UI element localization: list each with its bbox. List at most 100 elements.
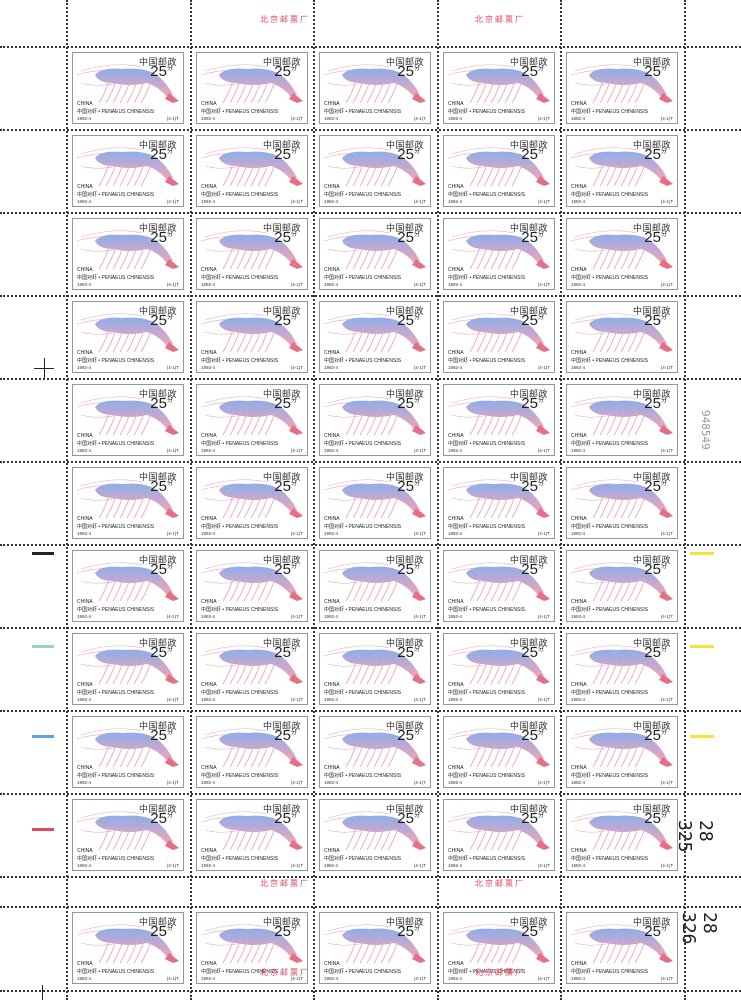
- set-serial: (4-1)T: [166, 365, 179, 370]
- set-serial: (4-1)T: [660, 199, 673, 204]
- species-label: 中国对虾 • PENAEUS CHINENSIS: [324, 275, 402, 281]
- shrimp-illustration: [570, 811, 673, 851]
- shrimp-illustration: [76, 562, 179, 602]
- issue-number: 1992-4: [448, 199, 463, 204]
- face-value: 25分: [521, 395, 544, 412]
- issue-number: 1992-4: [571, 863, 586, 868]
- face-value: 25分: [150, 727, 173, 744]
- species-label: 中国对虾 • PENAEUS CHINENSIS: [324, 441, 402, 447]
- color-bar-left: [32, 735, 54, 738]
- perforation-vertical: [684, 0, 686, 1000]
- face-value: 25分: [150, 810, 173, 827]
- face-value: 25分: [644, 63, 667, 80]
- stamp: 中国邮政 25分 CHINA 中国对虾 • PENAEUS CHINENSIS …: [72, 52, 184, 124]
- shrimp-illustration: [323, 313, 426, 353]
- stamp: 中国邮政 25分 CHINA 中国对虾 • PENAEUS CHINENSIS …: [443, 633, 555, 705]
- species-label: 中国对虾 • PENAEUS CHINENSIS: [324, 690, 402, 696]
- issue-number: 1992-4: [201, 614, 216, 619]
- country-label: CHINA: [77, 184, 93, 190]
- issue-number: 1992-4: [571, 199, 586, 204]
- postal-name: 中国邮政: [509, 556, 548, 566]
- shrimp-illustration: [323, 479, 426, 519]
- postal-name: 中国邮政: [632, 58, 671, 68]
- postal-name: 中国邮政: [509, 224, 548, 234]
- face-value: 25分: [644, 312, 667, 329]
- set-serial: (4-1)T: [290, 448, 303, 453]
- stamp: 中国邮政 25分 CHINA 中国对虾 • PENAEUS CHINENSIS …: [443, 301, 555, 373]
- issue-number: 1992-4: [77, 448, 92, 453]
- stamp: 中国邮政 25分 CHINA 中国对虾 • PENAEUS CHINENSIS …: [566, 912, 678, 984]
- perforation-vertical: [190, 0, 192, 1000]
- stamp: 中国邮政 25分 CHINA 中国对虾 • PENAEUS CHINENSIS …: [443, 384, 555, 456]
- stamp: 中国邮政 25分 CHINA 中国对虾 • PENAEUS CHINENSIS …: [443, 218, 555, 290]
- country-label: CHINA: [324, 848, 340, 854]
- species-label: 中国对虾 • PENAEUS CHINENSIS: [324, 856, 402, 862]
- country-label: CHINA: [201, 184, 217, 190]
- postal-name: 中国邮政: [262, 224, 301, 234]
- species-label: 中国对虾 • PENAEUS CHINENSIS: [77, 109, 155, 115]
- printer-imprint-mid: 北京邮票厂: [260, 879, 310, 888]
- shrimp-illustration: [447, 479, 550, 519]
- species-label: 中国对虾 • PENAEUS CHINENSIS: [571, 607, 649, 613]
- stamp: 中国邮政 25分 CHINA 中国对虾 • PENAEUS CHINENSIS …: [566, 467, 678, 539]
- perforation-vertical: [313, 0, 315, 1000]
- set-serial: (4-1)T: [413, 199, 426, 204]
- face-value: 25分: [397, 395, 420, 412]
- face-value: 25分: [397, 727, 420, 744]
- postal-name: 中国邮政: [385, 918, 424, 928]
- face-value: 25分: [274, 727, 297, 744]
- species-label: 中国对虾 • PENAEUS CHINENSIS: [201, 856, 279, 862]
- country-label: CHINA: [324, 433, 340, 439]
- corner-mark: [42, 985, 43, 1000]
- species-label: 中国对虾 • PENAEUS CHINENSIS: [448, 109, 526, 115]
- perforation-horizontal: [0, 627, 741, 629]
- shrimp-illustration: [76, 728, 179, 768]
- country-label: CHINA: [571, 184, 587, 190]
- issue-number: 1992-4: [448, 531, 463, 536]
- species-label: 中国对虾 • PENAEUS CHINENSIS: [448, 441, 526, 447]
- postal-name: 中国邮政: [138, 722, 177, 732]
- shrimp-illustration: [200, 645, 303, 685]
- shrimp-illustration: [76, 147, 179, 187]
- postal-name: 中国邮政: [632, 556, 671, 566]
- species-label: 中国对虾 • PENAEUS CHINENSIS: [77, 524, 155, 530]
- stamp: 中国邮政 25分 CHINA 中国对虾 • PENAEUS CHINENSIS …: [443, 550, 555, 622]
- shrimp-illustration: [570, 230, 673, 270]
- species-label: 中国对虾 • PENAEUS CHINENSIS: [201, 607, 279, 613]
- face-value: 25分: [274, 229, 297, 246]
- species-label: 中国对虾 • PENAEUS CHINENSIS: [448, 524, 526, 530]
- country-label: CHINA: [77, 101, 93, 107]
- postal-name: 中国邮政: [385, 390, 424, 400]
- stamp: 中国邮政 25分 CHINA 中国对虾 • PENAEUS CHINENSIS …: [196, 301, 308, 373]
- issue-number: 1992-4: [571, 116, 586, 121]
- perforation-horizontal: [0, 461, 741, 463]
- color-bar-right: [690, 735, 714, 738]
- perforation-horizontal: [0, 46, 741, 48]
- species-label: 中国对虾 • PENAEUS CHINENSIS: [77, 441, 155, 447]
- shrimp-illustration: [570, 396, 673, 436]
- face-value: 25分: [644, 146, 667, 163]
- set-serial: (4-1)T: [660, 116, 673, 121]
- species-label: 中国对虾 • PENAEUS CHINENSIS: [77, 856, 155, 862]
- shrimp-illustration: [200, 811, 303, 851]
- shrimp-illustration: [200, 147, 303, 187]
- stamp: 中国邮政 25分 CHINA 中国对虾 • PENAEUS CHINENSIS …: [566, 633, 678, 705]
- stamp: 中国邮政 25分 CHINA 中国对虾 • PENAEUS CHINENSIS …: [319, 912, 431, 984]
- color-bar-right: [690, 552, 714, 555]
- set-serial: (4-1)T: [166, 199, 179, 204]
- species-label: 中国对虾 • PENAEUS CHINENSIS: [201, 690, 279, 696]
- issue-number: 1992-4: [571, 780, 586, 785]
- set-serial: (4-1)T: [660, 448, 673, 453]
- shrimp-illustration: [323, 396, 426, 436]
- country-label: CHINA: [448, 516, 464, 522]
- country-label: CHINA: [77, 267, 93, 273]
- country-label: CHINA: [448, 433, 464, 439]
- country-label: CHINA: [571, 350, 587, 356]
- issue-number: 1992-4: [324, 199, 339, 204]
- face-value: 25分: [521, 478, 544, 495]
- face-value: 25分: [644, 478, 667, 495]
- shrimp-illustration: [570, 64, 673, 104]
- species-label: 中国对虾 • PENAEUS CHINENSIS: [448, 773, 526, 779]
- shrimp-illustration: [76, 396, 179, 436]
- stamp: 中国邮政 25分 CHINA 中国对虾 • PENAEUS CHINENSIS …: [196, 52, 308, 124]
